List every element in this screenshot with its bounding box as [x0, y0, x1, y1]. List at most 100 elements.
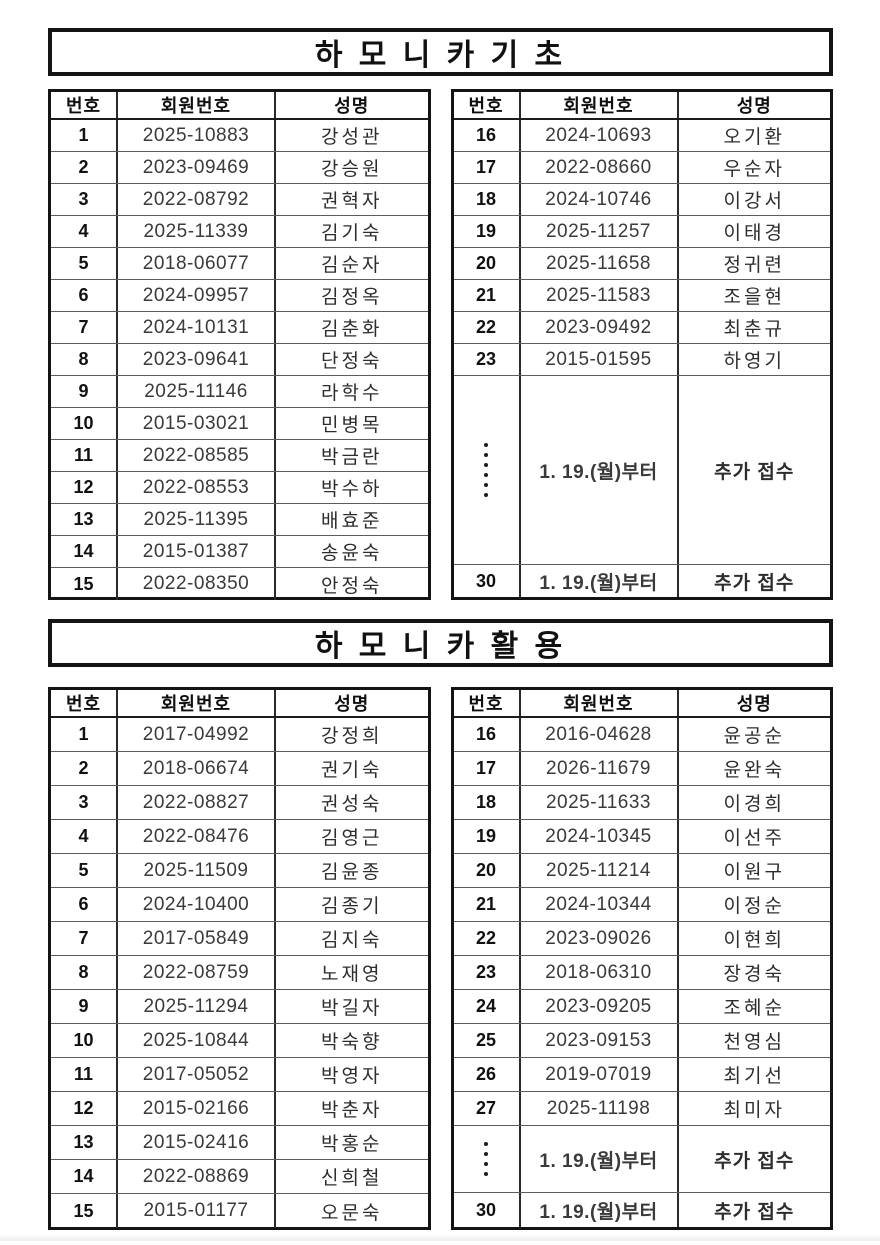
member-name: 조혜순 [723, 998, 785, 1019]
member-id: 2024-10400 [118, 888, 276, 921]
member-name: 이현희 [723, 930, 785, 951]
member-name: 천영심 [723, 1032, 785, 1053]
member-name: 오기환 [723, 127, 785, 148]
table-row: 8 2022-08759 노재영 [51, 956, 428, 990]
roster-table-right: 번호 회원번호 성명 16 2024-10693 오기환 17 2022-08660 우순자 18… [450, 89, 833, 600]
column-header: 성명 [736, 694, 772, 714]
table-row: 5 2018-06077 김순자 [51, 248, 428, 280]
section-harmonica-advanced: 하 모 니 카 활 용 번호 회원번호 성명 1 2017-04992 강정희 2 2018-… [48, 619, 833, 1230]
member-name: 이경희 [723, 794, 785, 815]
member-id: 2025-11294 [118, 990, 276, 1023]
row-number: 14 [51, 536, 118, 567]
row-number: 3 [51, 786, 118, 819]
roster-table-right: 번호 회원번호 성명 16 2016-04628 윤공순 17 2026-11679 윤완숙 18… [450, 687, 833, 1230]
member-id: 2018-06674 [118, 752, 276, 785]
table-row: 19 2025-11257 이태경 [453, 216, 830, 248]
member-id: 2025-10844 [118, 1024, 276, 1057]
member-name: 박수하 [321, 479, 383, 500]
table-row: 18 2025-11633 이경희 [453, 786, 830, 820]
member-name: 김윤종 [321, 862, 383, 883]
member-name: 김영근 [321, 828, 383, 849]
additional-signup-date: 1. 19.(월)부터 [521, 376, 679, 564]
member-name: 이정순 [723, 896, 785, 917]
table-pair: 번호 회원번호 성명 1 2025-10883 강성관 2 2023-09469 강승원 3 202… [48, 89, 833, 600]
member-id: 2025-11658 [521, 248, 679, 279]
member-id: 2024-10746 [521, 184, 679, 215]
additional-signup-label: 추가 접수 [714, 461, 795, 483]
vertical-ellipsis [454, 1126, 521, 1192]
table-row: 4 2025-11339 김기숙 [51, 216, 428, 248]
row-number: 21 [454, 888, 521, 921]
table-row: 17 2026-11679 윤완숙 [453, 752, 830, 786]
member-id: 2024-09957 [118, 280, 276, 311]
member-name: 박홍순 [321, 1134, 383, 1155]
row-number: 5 [51, 248, 118, 279]
row-number: 22 [454, 922, 521, 955]
member-name: 윤완숙 [723, 760, 785, 781]
table-header-row: 번호 회원번호 성명 [51, 690, 428, 718]
additional-signup-label: 추가 접수 [714, 1150, 795, 1172]
row-number: 2 [51, 152, 118, 183]
member-id: 2023-09026 [521, 922, 679, 955]
table-row: 2 2023-09469 강승원 [51, 152, 428, 184]
row-number: 2 [51, 752, 118, 785]
member-id: 2026-11679 [521, 752, 679, 785]
row-number: 6 [51, 888, 118, 921]
member-id: 2015-01387 [118, 536, 276, 567]
section-harmonica-basics: 하 모 니 카 기 초 번호 회원번호 성명 1 2025-10883 강성관 2 2023-… [48, 28, 833, 600]
member-name: 민병목 [321, 415, 383, 436]
member-id: 2025-11146 [118, 376, 276, 407]
member-name: 라학수 [321, 383, 383, 404]
member-id: 2015-02416 [118, 1126, 276, 1159]
member-id: 2022-08585 [118, 440, 276, 471]
member-name: 강승원 [321, 159, 383, 180]
member-id: 2019-07019 [521, 1058, 679, 1091]
table-row: 22 2023-09492 최춘규 [453, 312, 830, 344]
column-header: 회원번호 [118, 690, 276, 716]
table-row: 8 2023-09641 단정숙 [51, 344, 428, 376]
member-name: 우순자 [723, 159, 785, 180]
member-name: 윤공순 [723, 726, 785, 747]
table-row: 9 2025-11294 박길자 [51, 990, 428, 1024]
row-number: 7 [51, 312, 118, 343]
member-name: 박영자 [321, 1066, 383, 1087]
column-header: 번호 [454, 690, 521, 716]
member-id: 2015-01177 [118, 1194, 276, 1228]
member-name: 김기숙 [321, 223, 383, 244]
row-number: 14 [51, 1160, 118, 1193]
table-header-row: 번호 회원번호 성명 [453, 690, 830, 718]
member-id: 2024-10693 [521, 120, 679, 151]
row-number: 20 [454, 854, 521, 887]
row-number: 8 [51, 344, 118, 375]
page-bottom-shade [0, 1234, 880, 1241]
member-name: 김정옥 [321, 287, 383, 308]
table-row: 21 2025-11583 조을현 [453, 280, 830, 312]
row-number: 18 [454, 786, 521, 819]
row-number: 12 [51, 1092, 118, 1125]
additional-signup-label: 추가 접수 [714, 572, 795, 594]
member-id: 2022-08553 [118, 472, 276, 503]
member-id: 2024-10345 [521, 820, 679, 853]
member-id: 2022-08827 [118, 786, 276, 819]
section-title: 하 모 니 카 기 초 [48, 28, 833, 76]
member-id: 2017-04992 [118, 718, 276, 751]
table-row: 26 2019-07019 최기선 [453, 1058, 830, 1092]
table-row: 20 2025-11214 이원구 [453, 854, 830, 888]
row-number: 30 [454, 565, 521, 597]
member-id: 2025-11583 [521, 280, 679, 311]
column-header: 성명 [736, 96, 772, 116]
member-id: 2016-04628 [521, 718, 679, 751]
row-number: 26 [454, 1058, 521, 1091]
member-name: 단정숙 [321, 351, 383, 372]
row-number: 17 [454, 152, 521, 183]
member-name: 조을현 [723, 287, 785, 308]
member-id: 2025-11633 [521, 786, 679, 819]
row-number: 8 [51, 956, 118, 989]
row-number: 13 [51, 504, 118, 535]
member-id: 2025-10883 [118, 120, 276, 151]
member-id: 2025-11214 [521, 854, 679, 887]
table-row: 15 2015-01177 오문숙 [51, 1194, 428, 1228]
column-header: 번호 [51, 92, 118, 118]
table-row: 11 2017-05052 박영자 [51, 1058, 428, 1092]
roster-table-left: 번호 회원번호 성명 1 2025-10883 강성관 2 2023-09469 강승원 3 202… [48, 89, 431, 600]
